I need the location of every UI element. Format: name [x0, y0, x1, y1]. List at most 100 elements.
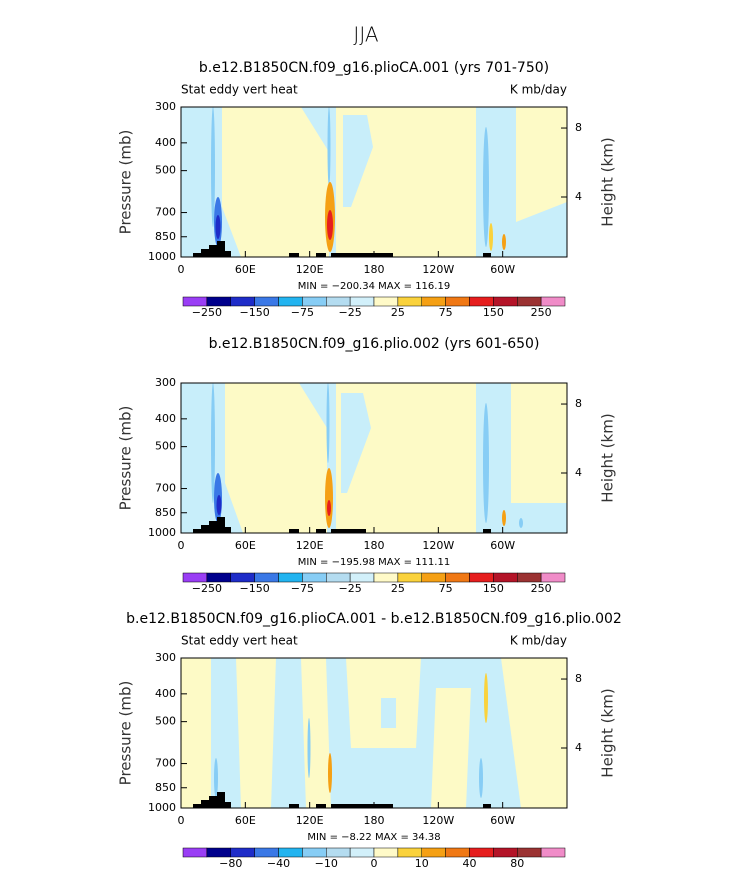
colorbar-label: −250 — [192, 306, 222, 319]
colorbar-label: 25 — [391, 306, 405, 319]
topography — [225, 251, 231, 257]
colorbar-box — [254, 572, 279, 583]
page-title: JJA — [353, 23, 378, 47]
colorbar-box — [326, 572, 351, 583]
positive-region — [336, 383, 481, 533]
contour-streak — [519, 518, 523, 528]
y-tick-label: 400 — [155, 412, 176, 425]
colorbar-box — [540, 847, 566, 858]
positive-region — [301, 658, 331, 808]
colorbar-box — [254, 296, 279, 307]
colorbar-box — [349, 296, 375, 307]
panel-title: b.e12.B1850CN.f09_g16.plioCA.001 - b.e12… — [126, 611, 622, 627]
panel-title: b.e12.B1850CN.f09_g16.plio.002 (yrs 601-… — [209, 336, 540, 352]
y-axis-label: Pressure (mb) — [117, 406, 135, 511]
topography — [201, 525, 209, 533]
colorbar-box — [278, 847, 303, 858]
colorbar-box — [493, 572, 518, 583]
topography — [209, 245, 217, 257]
topography — [331, 804, 393, 808]
colorbar-box — [373, 847, 399, 858]
contour-streak — [483, 127, 489, 247]
colorbar-box — [493, 847, 518, 858]
x-tick-label: 120E — [296, 539, 324, 552]
contour-streak — [216, 495, 222, 515]
x-tick-label: 60W — [490, 814, 515, 827]
y-tick-label: 300 — [155, 100, 176, 113]
y-tick-label: 850 — [155, 781, 176, 794]
colorbar-label: 40 — [463, 857, 477, 870]
x-tick-label: 0 — [178, 263, 185, 276]
x-tick-label: 180 — [364, 263, 385, 276]
x-tick-label: 180 — [364, 814, 385, 827]
topography — [483, 253, 491, 257]
topography — [289, 253, 299, 257]
colorbar-box — [517, 847, 542, 858]
panel: b.e12.B1850CN.f09_g16.plioCA.001 - b.e12… — [117, 611, 622, 870]
panel: b.e12.B1850CN.f09_g16.plio.002 (yrs 601-… — [117, 336, 617, 595]
right-label: K mb/day — [510, 634, 567, 648]
colorbar-box — [421, 847, 446, 858]
colorbar-label: −25 — [339, 306, 362, 319]
colorbar-label: 75 — [439, 582, 453, 595]
colorbar-box — [469, 296, 494, 307]
contour-streak — [326, 383, 330, 463]
positive-region — [222, 107, 329, 257]
y-tick-label: 500 — [155, 715, 176, 728]
colorbar-box — [445, 296, 470, 307]
y2-tick-label: 4 — [575, 741, 582, 754]
colorbar-box — [230, 847, 255, 858]
topography — [225, 527, 231, 533]
colorbar-box — [230, 572, 255, 583]
contour-streak — [327, 107, 331, 187]
contour-streak — [328, 753, 332, 793]
colorbar-label: 0 — [371, 857, 378, 870]
contour-streak — [211, 107, 215, 227]
x-tick-label: 0 — [178, 814, 185, 827]
min-max: MIN = −8.22 MAX = 34.38 — [307, 832, 440, 843]
topography — [225, 802, 231, 808]
topography — [209, 796, 217, 808]
right-label: K mb/day — [510, 83, 567, 97]
x-tick-label: 60E — [235, 539, 256, 552]
y-tick-label: 1000 — [148, 526, 176, 539]
left-label: Stat eddy vert heat — [181, 83, 298, 97]
x-tick-label: 120W — [422, 539, 454, 552]
topography — [209, 521, 217, 533]
colorbar-label: −75 — [291, 306, 314, 319]
colorbar-box — [373, 572, 399, 583]
colorbar-box — [326, 296, 351, 307]
topography — [316, 529, 326, 533]
negative-region — [343, 115, 373, 207]
x-tick-label: 120E — [296, 263, 324, 276]
colorbar-label: −40 — [267, 857, 290, 870]
topography — [289, 529, 299, 533]
colorbar-box — [182, 296, 208, 307]
positive-region — [236, 658, 276, 808]
y-tick-label: 1000 — [148, 801, 176, 814]
panel: b.e12.B1850CN.f09_g16.plioCA.001 (yrs 70… — [117, 60, 617, 319]
colorbar-box — [421, 572, 446, 583]
min-max: MIN = −195.98 MAX = 111.11 — [298, 557, 450, 568]
colorbar-label: 250 — [531, 582, 552, 595]
contour-streak — [307, 718, 311, 778]
colorbar-box — [540, 572, 566, 583]
colorbar-box — [493, 296, 518, 307]
x-tick-label: 60E — [235, 263, 256, 276]
x-tick-label: 0 — [178, 539, 185, 552]
colorbar-box — [445, 572, 470, 583]
y-axis-label: Pressure (mb) — [117, 130, 135, 235]
colorbar-box — [397, 296, 422, 307]
colorbar-box — [373, 296, 399, 307]
positive-region — [511, 383, 567, 503]
contour-streak — [484, 673, 488, 723]
colorbar-label: 75 — [439, 306, 453, 319]
y2-tick-label: 8 — [575, 121, 582, 134]
colorbar-box — [326, 847, 351, 858]
colorbar-box — [445, 847, 470, 858]
colorbar-box — [206, 572, 231, 583]
y-tick-label: 400 — [155, 687, 176, 700]
colorbar-box — [230, 296, 255, 307]
contour-streak — [327, 500, 331, 516]
